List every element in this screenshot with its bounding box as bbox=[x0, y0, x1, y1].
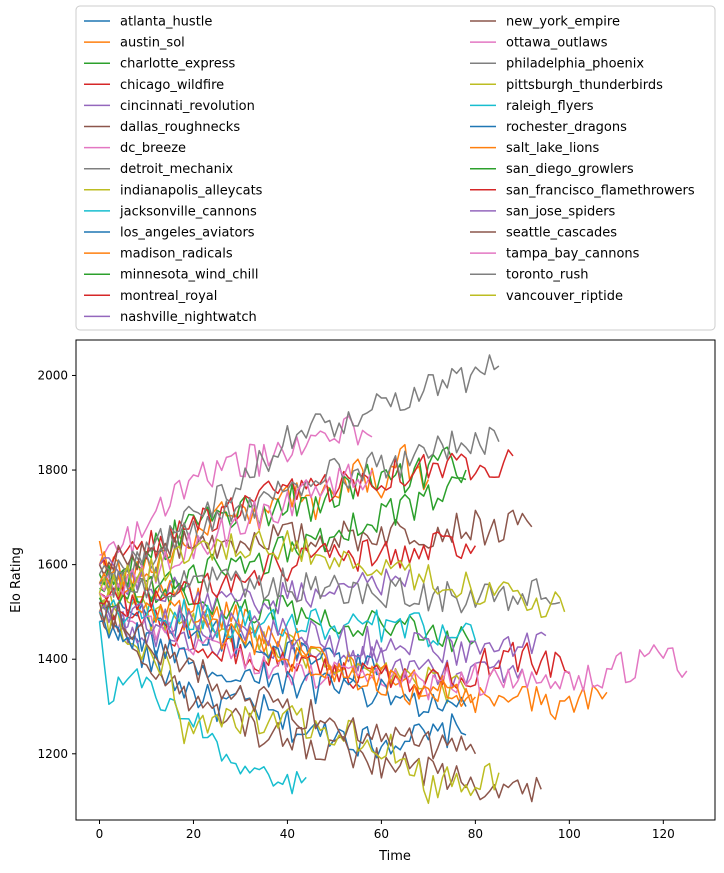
x-tick-label: 0 bbox=[96, 827, 104, 841]
legend-entry: detroit_mechanix bbox=[84, 162, 233, 177]
legend-label: san_diego_growlers bbox=[506, 162, 634, 177]
legend-label: nashville_nightwatch bbox=[120, 310, 257, 325]
legend-label: minnesota_wind_chill bbox=[120, 268, 259, 283]
legend-entry: san_diego_growlers bbox=[470, 162, 634, 177]
legend-label: toronto_rush bbox=[506, 268, 588, 283]
legend-label: jacksonville_cannons bbox=[119, 204, 257, 219]
series-line-seattle-cascades bbox=[98, 600, 477, 760]
legend-label: dc_breeze bbox=[120, 141, 186, 156]
legend-entry: raleigh_flyers bbox=[470, 99, 594, 114]
legend-entry: chicago_wildfire bbox=[84, 78, 224, 93]
legend-entry: cincinnati_revolution bbox=[84, 99, 255, 114]
legend-entry: nashville_nightwatch bbox=[84, 310, 257, 325]
legend-entry: rochester_dragons bbox=[470, 120, 627, 135]
legend-label: new_york_empire bbox=[506, 15, 620, 30]
legend-entry: new_york_empire bbox=[470, 15, 620, 30]
series-line-toronto-rush bbox=[99, 566, 561, 614]
series-line-san-francisco-flamethrowers bbox=[99, 531, 477, 617]
legend-entry: indianapolis_alleycats bbox=[84, 183, 263, 198]
legend-label: vancouver_riptide bbox=[506, 289, 623, 304]
legend-entry: montreal_royal bbox=[84, 289, 217, 304]
legend-frame bbox=[75, 5, 716, 331]
series-line-jacksonville-cannons bbox=[98, 621, 307, 795]
legend-entry: salt_lake_lions bbox=[470, 141, 600, 156]
x-tick-label: 120 bbox=[652, 827, 675, 841]
plot-frame bbox=[75, 339, 716, 821]
x-axis-ticks: 0 20 40 60 80 100 120 bbox=[96, 820, 675, 841]
legend-label: pittsburgh_thunderbirds bbox=[506, 78, 663, 93]
y-tick-label: 1800 bbox=[37, 463, 68, 477]
series-line-san-jose-spiders bbox=[98, 602, 547, 666]
legend-label: austin_sol bbox=[120, 36, 185, 51]
legend-entry: philadelphia_phoenix bbox=[470, 57, 644, 72]
legend-label: cincinnati_revolution bbox=[120, 99, 255, 114]
legend: atlanta_hustle austin_sol charlotte_expres… bbox=[75, 5, 716, 331]
legend-entry: ottawa_outlaws bbox=[470, 36, 608, 51]
series-lines bbox=[98, 354, 688, 805]
legend-label: san_jose_spiders bbox=[506, 204, 616, 219]
legend-label: montreal_royal bbox=[120, 289, 217, 304]
y-tick-label: 2000 bbox=[37, 368, 68, 382]
legend-entry: seattle_cascades bbox=[470, 226, 617, 241]
legend-label: madison_radicals bbox=[120, 247, 233, 262]
x-tick-label: 20 bbox=[186, 827, 201, 841]
legend-entry: minnesota_wind_chill bbox=[84, 268, 259, 283]
x-tick-label: 60 bbox=[374, 827, 389, 841]
legend-entry: atlanta_hustle bbox=[84, 15, 212, 30]
legend-label: salt_lake_lions bbox=[506, 141, 600, 156]
legend-label: charlotte_express bbox=[120, 57, 236, 72]
legend-entry: san_francisco_flamethrowers bbox=[470, 183, 695, 198]
legend-entry: vancouver_riptide bbox=[470, 289, 623, 304]
legend-label: dallas_roughnecks bbox=[120, 120, 240, 135]
legend-entry: tampa_bay_cannons bbox=[470, 247, 640, 262]
legend-label: atlanta_hustle bbox=[120, 15, 212, 30]
legend-label: ottawa_outlaws bbox=[506, 36, 608, 51]
legend-entries: atlanta_hustle austin_sol charlotte_expres… bbox=[84, 15, 695, 325]
legend-entry: pittsburgh_thunderbirds bbox=[470, 78, 663, 93]
series-line-salt-lake-lions bbox=[98, 572, 476, 706]
legend-label: san_francisco_flamethrowers bbox=[506, 183, 695, 198]
x-axis-label: Time bbox=[378, 849, 411, 864]
series-line-detroit-mechanix bbox=[98, 354, 500, 590]
series-line-vancouver-riptide bbox=[98, 530, 566, 618]
series-line-nashville-nightwatch bbox=[98, 557, 411, 615]
y-axis-ticks: 1200 1400 1600 1800 2000 bbox=[37, 368, 76, 761]
x-tick-label: 40 bbox=[280, 827, 295, 841]
legend-entry: toronto_rush bbox=[470, 268, 588, 283]
legend-entry: charlotte_express bbox=[84, 57, 236, 72]
plot-area: 0 20 40 60 80 100 120 1200 1400 1600 1800 2000 Tim… bbox=[9, 339, 716, 864]
legend-entry: dc_breeze bbox=[84, 141, 186, 156]
legend-label: philadelphia_phoenix bbox=[506, 57, 644, 72]
legend-entry: madison_radicals bbox=[84, 247, 233, 262]
series-line-ottawa-outlaws bbox=[98, 574, 688, 701]
y-tick-label: 1600 bbox=[37, 558, 68, 572]
x-tick-label: 80 bbox=[468, 827, 483, 841]
legend-label: los_angeles_aviators bbox=[120, 226, 255, 241]
legend-label: seattle_cascades bbox=[506, 226, 617, 241]
legend-label: tampa_bay_cannons bbox=[506, 247, 640, 262]
legend-entry: dallas_roughnecks bbox=[84, 120, 240, 135]
y-tick-label: 1400 bbox=[37, 652, 68, 666]
series-line-dc-breeze bbox=[99, 415, 373, 556]
legend-entry: los_angeles_aviators bbox=[84, 226, 255, 241]
x-tick-label: 100 bbox=[558, 827, 581, 841]
series-line-charlotte-express bbox=[99, 446, 467, 593]
series-line-san-diego-growlers bbox=[98, 476, 467, 610]
legend-label: detroit_mechanix bbox=[120, 162, 233, 177]
series-line-dallas-roughnecks bbox=[98, 611, 542, 803]
series-line-rochester-dragons bbox=[99, 620, 467, 718]
legend-entry: jacksonville_cannons bbox=[84, 204, 257, 219]
series-line-new-york-empire bbox=[98, 509, 533, 577]
legend-label: rochester_dragons bbox=[506, 120, 627, 135]
legend-entry: san_jose_spiders bbox=[470, 204, 616, 219]
y-tick-label: 1200 bbox=[37, 747, 68, 761]
series-line-minnesota-wind-chill bbox=[98, 564, 476, 653]
legend-label: indianapolis_alleycats bbox=[120, 183, 263, 198]
legend-entry: austin_sol bbox=[84, 36, 185, 51]
legend-label: chicago_wildfire bbox=[120, 78, 224, 93]
legend-label: raleigh_flyers bbox=[506, 99, 594, 114]
y-axis-label: Elo Rating bbox=[9, 547, 24, 613]
